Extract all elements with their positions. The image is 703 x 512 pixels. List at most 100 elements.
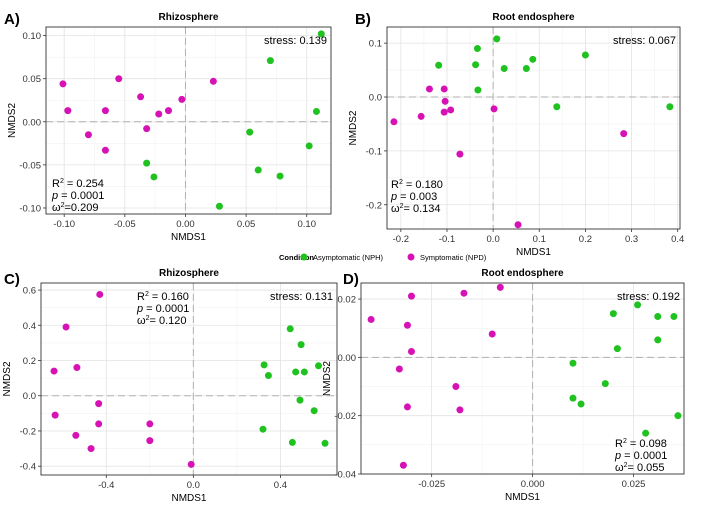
point-symptomatic	[399, 461, 407, 469]
y-tick-label: -0.02	[334, 411, 356, 422]
point-symptomatic	[447, 106, 455, 114]
panel-title: Root endosphere	[481, 268, 564, 279]
stats-line: p = 0.0001	[51, 190, 104, 202]
point-asymptomatic	[666, 103, 674, 111]
point-asymptomatic	[529, 55, 537, 63]
point-symptomatic	[496, 283, 504, 291]
point-asymptomatic	[609, 310, 617, 318]
point-symptomatic	[367, 315, 375, 323]
point-asymptomatic	[150, 173, 158, 181]
panel-1: -0.10 -0.05 0.00 0.05 0.10 -0.10 -0.05 0.00 0.05…	[4, 11, 332, 243]
x-tick-label: 0.4	[671, 234, 684, 245]
point-symptomatic	[395, 365, 403, 373]
point-symptomatic	[417, 112, 425, 120]
point-asymptomatic	[246, 128, 254, 136]
stress-annotation: stress: 0.192	[617, 291, 680, 303]
plot-border	[360, 282, 685, 475]
point-asymptomatic	[264, 371, 272, 379]
y-tick-label: 0.05	[23, 74, 42, 85]
point-symptomatic	[101, 146, 109, 154]
point-asymptomatic	[674, 412, 682, 420]
legend-label-asymptomatic: Asymptomatic (NPH)	[313, 253, 384, 262]
x-axis-label: NMDS1	[171, 232, 206, 243]
point-asymptomatic	[300, 368, 308, 376]
y-tick-label: 0.2	[23, 356, 36, 367]
panel-label: C)	[4, 271, 20, 288]
panel-title: Rhizosphere	[159, 268, 219, 279]
panel-label: D)	[343, 271, 359, 288]
point-symptomatic	[146, 437, 154, 445]
y-tick-label: 0.02	[338, 295, 357, 306]
point-asymptomatic	[143, 159, 151, 167]
point-asymptomatic	[288, 438, 296, 446]
point-symptomatic	[143, 125, 151, 133]
point-symptomatic	[146, 420, 154, 428]
point-asymptomatic	[569, 394, 577, 402]
point-symptomatic	[452, 383, 460, 391]
panel-title: Root endosphere	[492, 12, 575, 23]
panel-2: -0.2 -0.1 0.0 0.1 0.2 0.3 0.4 -0.2 -0.1 0.0 0.1 Roo…	[348, 11, 684, 258]
y-tick-label: -0.4	[20, 462, 36, 473]
point-asymptomatic	[474, 86, 482, 94]
point-asymptomatic	[642, 429, 650, 437]
y-tick-label: 0.10	[23, 31, 42, 42]
y-tick-label: -0.04	[334, 470, 356, 481]
point-asymptomatic	[601, 380, 609, 388]
point-symptomatic	[403, 321, 411, 329]
y-axis-label: NMDS2	[2, 361, 13, 396]
y-tick-label: -0.1	[366, 146, 382, 157]
point-symptomatic	[187, 460, 195, 468]
panel-label: A)	[4, 11, 20, 28]
point-symptomatic	[620, 130, 628, 138]
plot-border	[386, 26, 681, 230]
point-asymptomatic	[435, 61, 443, 69]
point-asymptomatic	[266, 57, 274, 65]
point-symptomatic	[59, 80, 67, 88]
stress-annotation: stress: 0.067	[613, 35, 676, 47]
x-tick-label: 0.1	[533, 234, 546, 245]
legend-swatch-asymptomatic	[300, 253, 308, 261]
point-asymptomatic	[310, 407, 318, 415]
y-tick-label: 0.0	[23, 391, 36, 402]
x-tick-label: -0.05	[114, 219, 136, 230]
x-tick-label: -0.2	[393, 234, 409, 245]
x-tick-label: -0.025	[418, 479, 445, 490]
point-symptomatic	[456, 406, 464, 414]
x-axis-label: NMDS1	[505, 492, 540, 503]
point-asymptomatic	[297, 341, 305, 349]
point-symptomatic	[488, 330, 496, 338]
point-symptomatic	[460, 289, 468, 297]
y-tick-label: 0.0	[369, 93, 382, 104]
stats-line: p = 0.0001	[136, 303, 189, 315]
point-asymptomatic	[259, 425, 267, 433]
point-asymptomatic	[654, 336, 662, 344]
y-axis-label: NMDS2	[348, 110, 359, 145]
point-asymptomatic	[472, 61, 480, 69]
point-asymptomatic	[581, 51, 589, 59]
legend-swatch-symptomatic	[407, 253, 415, 261]
y-tick-label: -0.2	[366, 200, 382, 211]
point-symptomatic	[441, 97, 449, 105]
point-asymptomatic	[569, 359, 577, 367]
y-tick-label: -0.05	[19, 160, 41, 171]
point-asymptomatic	[215, 202, 223, 210]
point-asymptomatic	[305, 142, 313, 150]
point-asymptomatic	[577, 400, 585, 408]
panel-4: -0.025 0.000 0.025 -0.04 -0.02 0.00 0.02 Root e…	[322, 268, 685, 503]
plot-border	[45, 26, 332, 215]
point-symptomatic	[101, 107, 109, 115]
point-symptomatic	[84, 131, 92, 139]
point-asymptomatic	[315, 362, 322, 370]
point-symptomatic	[456, 150, 464, 158]
point-symptomatic	[96, 290, 104, 298]
x-tick-label: 0.0	[487, 234, 500, 245]
point-asymptomatic	[260, 361, 268, 369]
x-axis-label: NMDS1	[516, 247, 551, 258]
point-symptomatic	[95, 400, 103, 408]
point-asymptomatic	[473, 45, 481, 53]
point-asymptomatic	[670, 313, 678, 321]
point-asymptomatic	[254, 166, 262, 174]
